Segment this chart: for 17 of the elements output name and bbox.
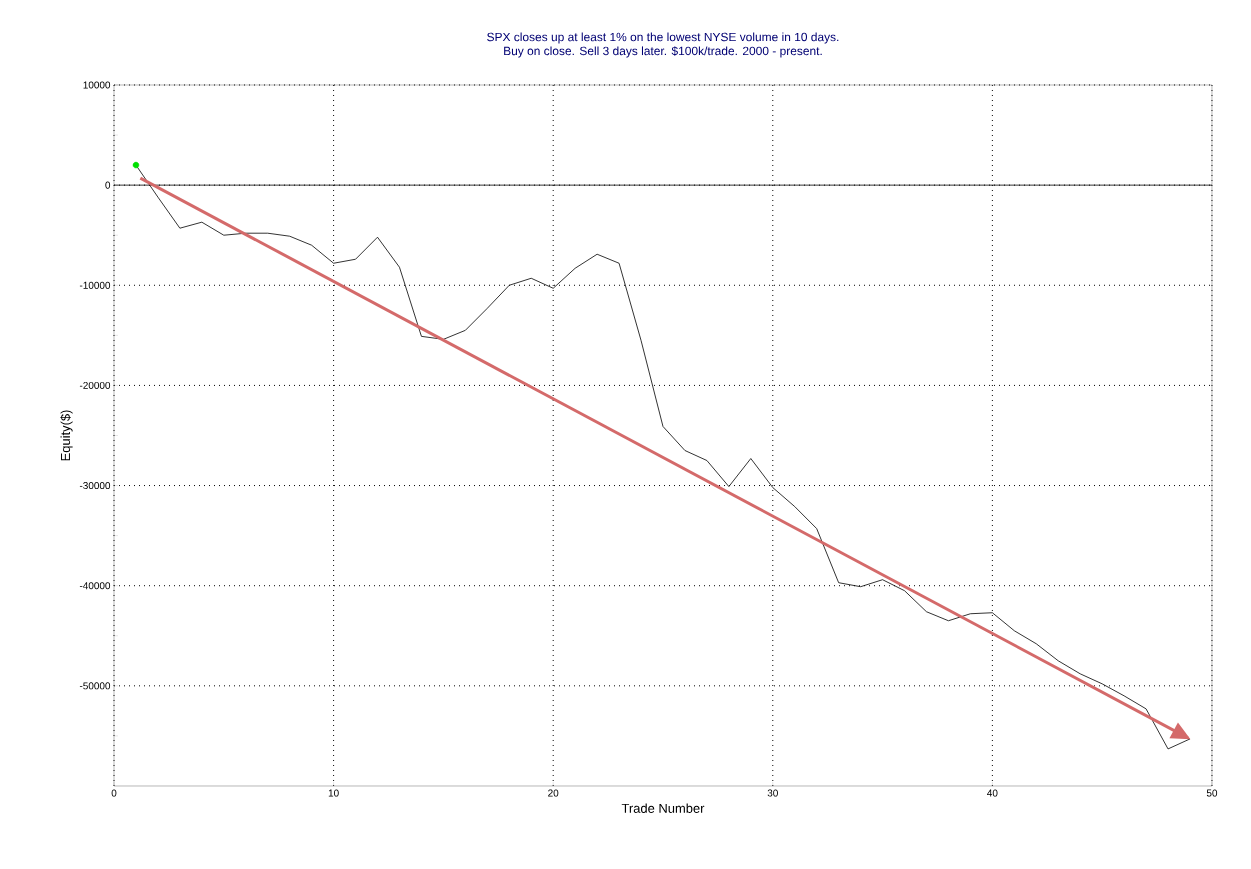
y-tick-label: 0 [105, 181, 111, 189]
chart-title: SPX closes up at least 1% on the lowest NYSE volume in 10 days. [487, 32, 839, 44]
y-tick-label: -10000 [79, 281, 111, 289]
x-tick-label: 0 [111, 789, 117, 797]
x-axis-title: Trade Number [621, 803, 705, 813]
y-axis-title: Equity($) [60, 410, 73, 461]
y-tick-label: -20000 [79, 381, 111, 389]
x-tick-label: 20 [548, 789, 559, 797]
x-tick-label: 30 [767, 789, 778, 797]
x-tick-label: 50 [1206, 789, 1218, 797]
x-tick-label: 10 [328, 789, 339, 797]
y-tick-label: -30000 [79, 482, 111, 490]
y-tick-label: -40000 [79, 582, 111, 590]
y-tick-label: 10000 [83, 81, 111, 89]
chart-subtitle: Buy on close. Sell 3 days later. $100k/trade. 2000 - present. [504, 46, 822, 58]
x-tick-label: 40 [987, 789, 998, 797]
y-tick-label: -50000 [79, 682, 111, 690]
